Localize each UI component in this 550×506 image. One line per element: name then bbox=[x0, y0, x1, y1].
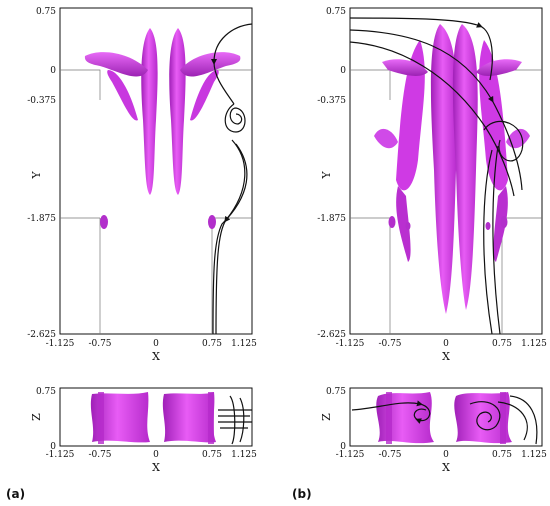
panel-a-bottom-xtick: -0.75 bbox=[88, 450, 111, 460]
panel-b-bottom-xtick: 0 bbox=[443, 450, 449, 460]
panel-b-top-xtick: -1.125 bbox=[336, 339, 365, 349]
panel-a-bottom-plot: -1.125 -0.75 0 0.75 1.125 0.75 0 X Z bbox=[30, 387, 257, 474]
panel-b-top-xtick: 1.125 bbox=[521, 339, 547, 349]
panel-a-top-xlabel: X bbox=[152, 350, 160, 363]
panel-b-bottom-streamlines bbox=[351, 395, 538, 445]
panel-b-bottom-ytick: 0.75 bbox=[326, 387, 346, 397]
panel-b-bottom-yticks: 0.75 0 bbox=[326, 387, 346, 452]
panel-a-bottom-xtick: -1.125 bbox=[46, 450, 75, 460]
panel-b-top-xtick: 0.75 bbox=[492, 339, 512, 349]
panel-a-label: (a) bbox=[6, 487, 25, 501]
panel-a-top-ytick: 0.75 bbox=[36, 7, 56, 17]
panel-b-top-frame bbox=[349, 7, 543, 335]
panel-b-top-ytick: -1.875 bbox=[317, 214, 346, 224]
panel-a-top-guides bbox=[60, 69, 252, 334]
panel-a-top-plot: -1.125 -0.75 0 0.75 1.125 0.75 0 -0.375 … bbox=[27, 7, 257, 363]
panel-b-bottom-ytick: 0 bbox=[340, 442, 346, 452]
panel-a-top-ytick: 0 bbox=[50, 66, 56, 76]
panel-a-isosurface bbox=[84, 28, 241, 229]
panel-a-bottom-ytick: 0 bbox=[50, 442, 56, 452]
panel-b-bottom-xtick: -1.125 bbox=[336, 450, 365, 460]
panel-a-streamlines bbox=[211, 23, 253, 335]
panel-b-top-ytick: -2.625 bbox=[317, 330, 346, 340]
panel-b-top-yticks: 0.75 0 -0.375 -1.875 -2.625 bbox=[317, 7, 346, 340]
panel-a-top-xtick: 1.125 bbox=[231, 339, 257, 349]
panel-a-top-ytick: -1.875 bbox=[27, 214, 56, 224]
panel-b-bottom-ylabel: Z bbox=[320, 413, 333, 421]
panel-a-top-yticks: 0.75 0 -0.375 -1.875 -2.625 bbox=[27, 7, 56, 340]
panel-b-top-xtick: -0.75 bbox=[378, 339, 401, 349]
panel-b-top-xlabel: X bbox=[442, 350, 450, 363]
panel-a-bottom-ylabel: Z bbox=[30, 413, 43, 421]
panel-b-bottom-xtick: -0.75 bbox=[378, 450, 401, 460]
panel-b-bottom-plot: -1.125 -0.75 0 0.75 1.125 0.75 0 X Z bbox=[320, 387, 547, 474]
panel-a-bottom-xtick: 0 bbox=[153, 450, 159, 460]
panel-a-top-ytick: -0.375 bbox=[27, 96, 56, 106]
panel-a-bottom-yticks: 0.75 0 bbox=[36, 387, 56, 452]
panel-b-top-ytick: -0.375 bbox=[317, 96, 346, 106]
panel-b-top-ytick: 0.75 bbox=[326, 7, 346, 17]
panel-a-top-ylabel: Y bbox=[30, 171, 43, 180]
panel-a-bottom-frame bbox=[59, 387, 253, 447]
panel-a-top-xticks: -1.125 -0.75 0 0.75 1.125 bbox=[46, 339, 258, 349]
panel-b-top-plot: -1.125 -0.75 0 0.75 1.125 0.75 0 -0.375 … bbox=[317, 7, 547, 363]
panel-b-label: (b) bbox=[292, 487, 312, 501]
panel-a-top-xtick: -1.125 bbox=[46, 339, 75, 349]
panel-b-top-ytick: 0 bbox=[340, 66, 346, 76]
panel-a-bottom-xticks: -1.125 -0.75 0 0.75 1.125 bbox=[46, 450, 258, 460]
panel-b-top-xtick: 0 bbox=[443, 339, 449, 349]
panel-b-top-ylabel: Y bbox=[320, 171, 333, 180]
panel-a-bottom-xtick: 1.125 bbox=[231, 450, 257, 460]
panel-b-bottom-xtick: 1.125 bbox=[521, 450, 547, 460]
panel-b-bottom-xticks: -1.125 -0.75 0 0.75 1.125 bbox=[336, 450, 548, 460]
panel-a-top-xtick: 0.75 bbox=[202, 339, 222, 349]
panel-a-bottom-xlabel: X bbox=[152, 461, 160, 474]
panel-a-top-frame bbox=[59, 7, 253, 335]
panel-b-bottom-xtick: 0.75 bbox=[492, 450, 512, 460]
panel-b-isosurface bbox=[374, 24, 530, 314]
panel-a-bottom-xtick: 0.75 bbox=[202, 450, 222, 460]
panel-a-bottom-streamlines bbox=[218, 395, 252, 445]
panel-b-top-xticks: -1.125 -0.75 0 0.75 1.125 bbox=[336, 339, 548, 349]
panel-a-top-ytick: -2.625 bbox=[27, 330, 56, 340]
panel-a-bottom-isosurface bbox=[90, 392, 216, 444]
panel-a-bottom-ytick: 0.75 bbox=[36, 387, 56, 397]
panel-a-top-xtick: -0.75 bbox=[88, 339, 111, 349]
panel-b-bottom-frame bbox=[349, 387, 543, 447]
panel-b-bottom-xlabel: X bbox=[442, 461, 450, 474]
panel-a-top-xtick: 0 bbox=[153, 339, 159, 349]
panel-b-streamlines bbox=[349, 17, 524, 335]
